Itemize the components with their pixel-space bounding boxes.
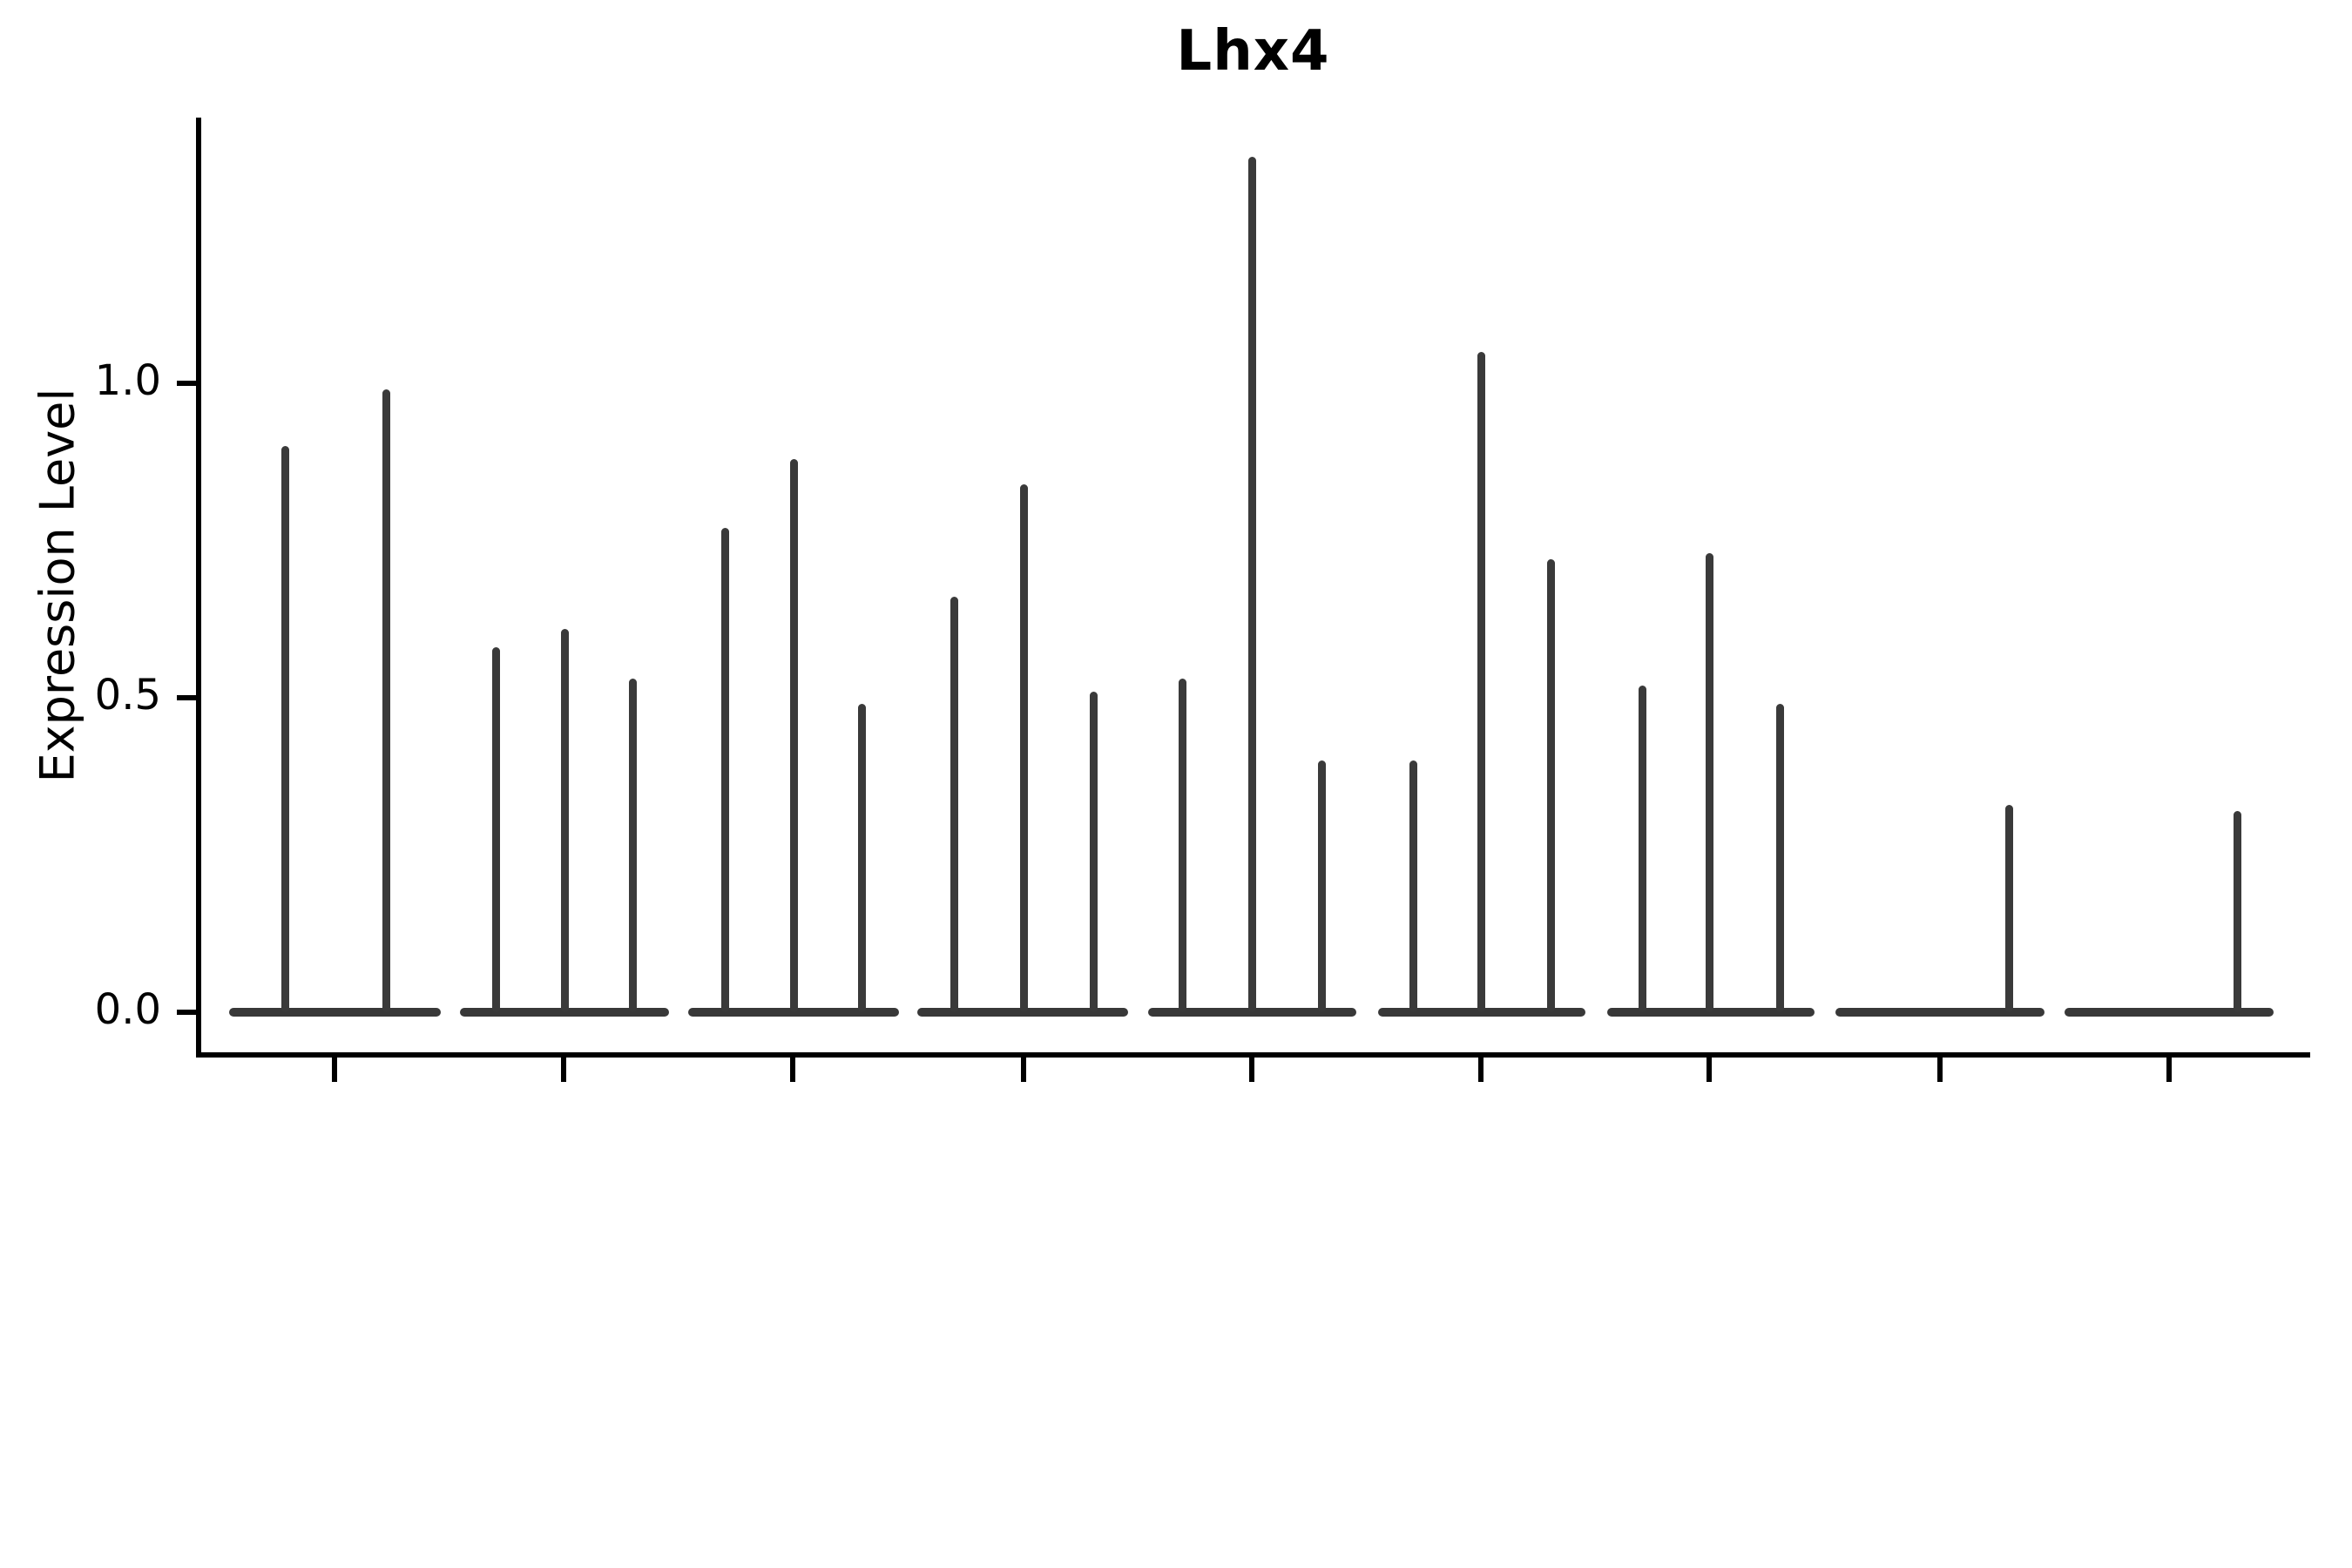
violin-spike — [1639, 685, 1646, 1012]
violin-spike — [281, 446, 289, 1012]
violin-spike — [721, 528, 729, 1012]
y-axis-spine — [196, 118, 201, 1058]
x-tick-mark — [1021, 1058, 1026, 1082]
violin-spike — [950, 597, 958, 1012]
y-tick-mark — [177, 695, 196, 700]
violin-spike — [492, 647, 500, 1012]
violin-baseline — [1378, 1008, 1585, 1017]
violin-spike — [2005, 804, 2013, 1012]
violin-spike — [790, 458, 798, 1012]
x-tick-mark — [1707, 1058, 1712, 1082]
y-tick-label: 0.0 — [94, 985, 161, 1034]
y-tick-label: 1.0 — [94, 356, 161, 405]
violin-spike — [1179, 679, 1186, 1012]
violin-spike — [561, 628, 569, 1012]
violin-spike — [1706, 552, 1713, 1012]
violin-spike — [1248, 157, 1256, 1012]
violin-spike — [1776, 704, 1784, 1012]
violin-spike — [1477, 351, 1485, 1012]
violin-baseline — [1148, 1008, 1356, 1017]
violin-spike — [1318, 760, 1326, 1012]
violin-baseline — [1835, 1008, 2044, 1017]
violin-baseline — [2065, 1008, 2274, 1017]
violin-spike — [1090, 691, 1098, 1012]
x-tick-mark — [1937, 1058, 1943, 1082]
x-axis-spine — [196, 1052, 2310, 1058]
violin-spike — [629, 679, 637, 1012]
y-axis-label: Expression Level — [30, 388, 85, 783]
violin-baseline — [229, 1008, 441, 1017]
y-tick-mark — [177, 381, 196, 386]
violin-baseline — [917, 1008, 1128, 1017]
violin-spike — [1547, 559, 1555, 1012]
violin-spike — [1020, 483, 1028, 1012]
violin-spike — [2234, 810, 2241, 1012]
violin-spike — [382, 389, 390, 1012]
violin-spike — [1409, 760, 1417, 1012]
y-tick-mark — [177, 1010, 196, 1015]
violin-spike — [858, 704, 866, 1012]
chart-title: Lhx4 — [1176, 19, 1330, 84]
x-tick-mark — [561, 1058, 566, 1082]
x-tick-mark — [332, 1058, 337, 1082]
violin-baseline — [460, 1008, 669, 1017]
x-tick-mark — [2166, 1058, 2172, 1082]
x-tick-mark — [1249, 1058, 1254, 1082]
y-tick-label: 0.5 — [94, 671, 161, 720]
violin-baseline — [688, 1008, 899, 1017]
x-tick-mark — [1478, 1058, 1484, 1082]
x-tick-mark — [790, 1058, 795, 1082]
violin-baseline — [1607, 1008, 1815, 1017]
